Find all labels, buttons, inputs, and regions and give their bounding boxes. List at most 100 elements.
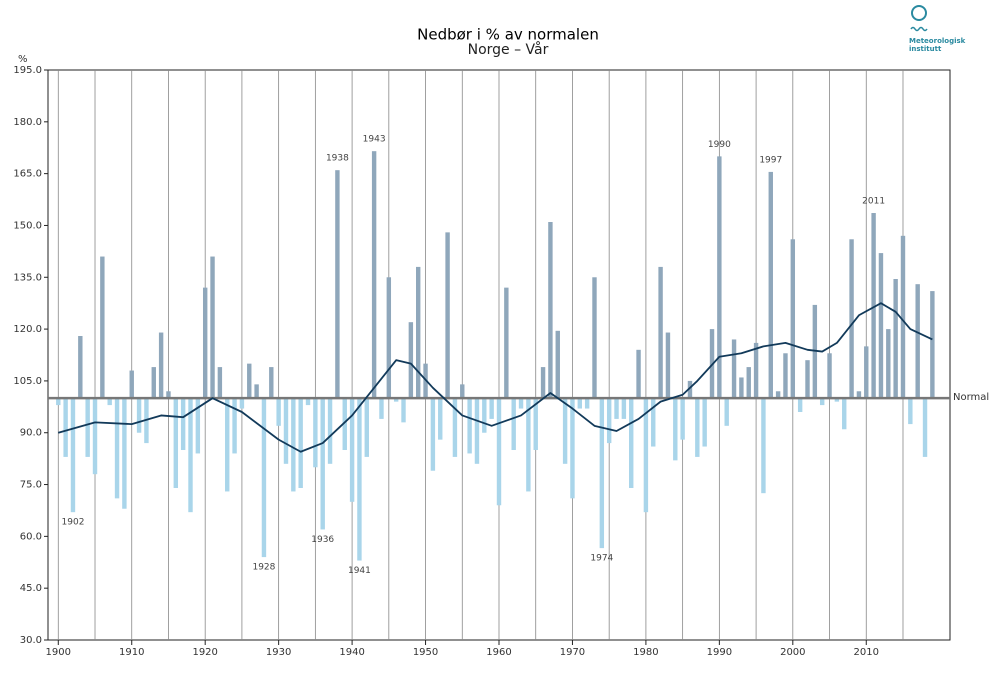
bar bbox=[202, 287, 208, 399]
annotation: 1997 bbox=[759, 155, 782, 165]
bar bbox=[327, 398, 333, 464]
x-tick-label: 1930 bbox=[266, 647, 291, 658]
bar bbox=[827, 353, 832, 399]
logo-icon bbox=[911, 5, 927, 21]
bar bbox=[761, 398, 766, 494]
bar bbox=[173, 398, 179, 488]
bar bbox=[768, 171, 773, 399]
y-axis-label: % bbox=[18, 54, 28, 65]
y-tick-label: 45.0 bbox=[20, 583, 42, 594]
bar bbox=[305, 398, 311, 406]
chart-title: Nedbør i % av normalen bbox=[417, 26, 599, 44]
bar bbox=[533, 398, 538, 450]
bar bbox=[445, 232, 450, 399]
bar bbox=[805, 360, 810, 399]
bar bbox=[606, 398, 612, 444]
bar bbox=[438, 398, 443, 440]
bar bbox=[136, 398, 142, 433]
bar bbox=[511, 398, 516, 450]
bar bbox=[842, 398, 847, 430]
bar bbox=[85, 398, 90, 457]
bar bbox=[379, 398, 384, 419]
bar bbox=[276, 398, 281, 426]
bar bbox=[739, 377, 744, 399]
y-tick-label: 165.0 bbox=[13, 169, 42, 180]
bar bbox=[474, 398, 480, 464]
bar bbox=[158, 332, 164, 399]
bar bbox=[107, 398, 112, 406]
bar bbox=[922, 398, 928, 457]
bar bbox=[504, 287, 509, 399]
bar bbox=[629, 398, 634, 488]
bar bbox=[460, 384, 465, 399]
x-tick-label: 1900 bbox=[46, 647, 71, 658]
bar bbox=[195, 398, 201, 454]
y-tick-label: 150.0 bbox=[13, 220, 42, 231]
bar bbox=[599, 398, 605, 549]
x-tick-label: 2010 bbox=[854, 647, 879, 658]
bar bbox=[614, 398, 619, 419]
bar bbox=[783, 353, 788, 399]
x-tick-label: 1920 bbox=[192, 647, 217, 658]
bar bbox=[687, 380, 693, 399]
bar bbox=[210, 256, 215, 399]
y-tick-label: 90.0 bbox=[20, 428, 42, 439]
bar bbox=[364, 398, 369, 457]
bar bbox=[63, 398, 68, 457]
x-tick-label: 1940 bbox=[339, 647, 364, 658]
annotation: 1990 bbox=[708, 140, 731, 150]
bar bbox=[225, 398, 230, 492]
logo-text: institutt bbox=[909, 45, 942, 53]
bar bbox=[408, 322, 414, 399]
bar bbox=[247, 363, 252, 399]
bar bbox=[731, 339, 737, 399]
bar bbox=[129, 370, 134, 399]
bar bbox=[636, 349, 641, 399]
bar bbox=[482, 398, 487, 433]
bar bbox=[100, 256, 105, 399]
annotation: 1943 bbox=[363, 135, 386, 145]
y-tick-label: 30.0 bbox=[20, 635, 42, 646]
bar bbox=[900, 235, 906, 399]
bar bbox=[180, 398, 186, 450]
x-tick-label: 1960 bbox=[486, 647, 511, 658]
bar bbox=[291, 398, 296, 492]
annotation: 1928 bbox=[252, 563, 275, 573]
logo-wave bbox=[910, 26, 928, 32]
bar bbox=[430, 398, 436, 471]
bar bbox=[775, 391, 781, 399]
bar bbox=[496, 398, 502, 506]
bar bbox=[893, 279, 898, 399]
bar bbox=[562, 398, 568, 464]
bar bbox=[254, 384, 259, 399]
bar bbox=[518, 398, 524, 409]
x-tick-label: 1950 bbox=[413, 647, 438, 658]
y-tick-label: 105.0 bbox=[13, 376, 42, 387]
bar bbox=[849, 239, 854, 399]
bar bbox=[592, 277, 597, 399]
y-tick-label: 135.0 bbox=[13, 272, 42, 283]
bar bbox=[78, 336, 83, 399]
bar bbox=[335, 170, 340, 399]
bar bbox=[357, 398, 362, 561]
bar bbox=[673, 398, 678, 461]
bar bbox=[92, 398, 98, 475]
annotation: 1974 bbox=[590, 554, 613, 564]
bar bbox=[724, 398, 729, 426]
bar bbox=[695, 398, 700, 457]
bar bbox=[930, 291, 935, 399]
bar bbox=[342, 398, 347, 450]
bar bbox=[621, 398, 627, 419]
bar bbox=[871, 213, 876, 399]
x-tick-label: 1980 bbox=[633, 647, 658, 658]
x-tick-label: 2000 bbox=[780, 647, 805, 658]
bar bbox=[526, 398, 531, 492]
bar bbox=[915, 284, 920, 399]
bar bbox=[320, 398, 325, 530]
y-tick-label: 75.0 bbox=[20, 480, 42, 491]
y-tick-label: 60.0 bbox=[20, 531, 42, 542]
y-tick-label: 195.0 bbox=[13, 65, 42, 76]
bar bbox=[908, 398, 913, 425]
bar bbox=[702, 398, 707, 447]
